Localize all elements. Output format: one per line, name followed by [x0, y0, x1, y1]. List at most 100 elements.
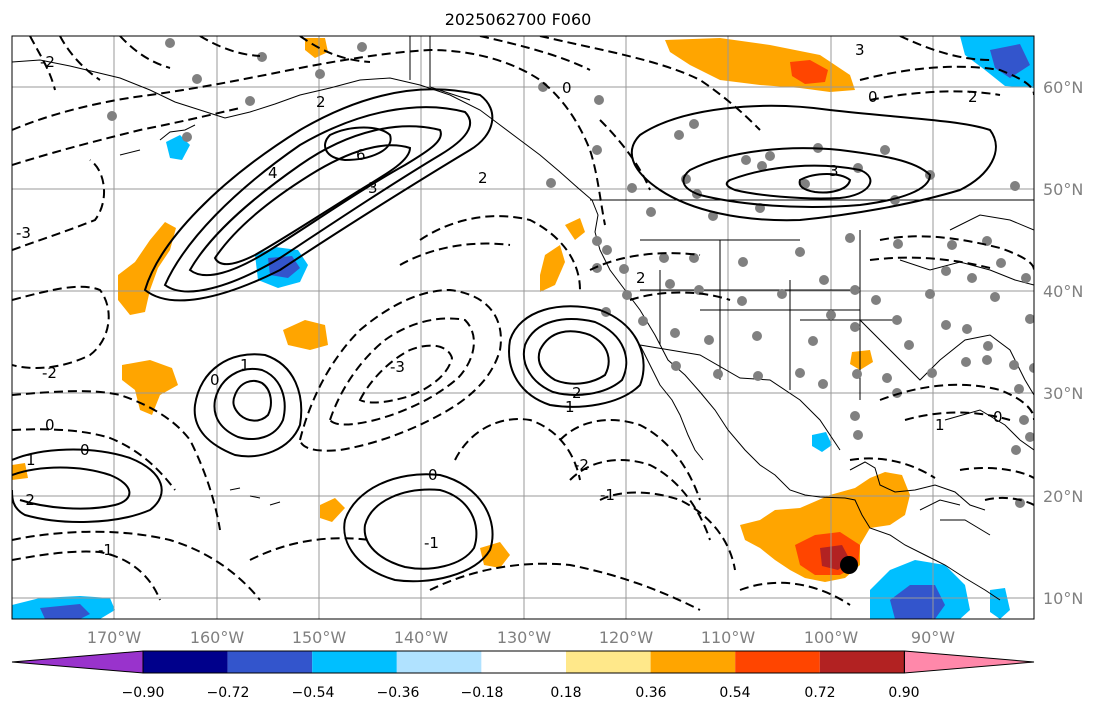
fill-negative: [990, 588, 1010, 619]
contour-label: 0: [562, 79, 572, 97]
contour-label: -1: [98, 541, 113, 559]
contour-label: 2: [316, 93, 326, 111]
contour-label: -3: [390, 358, 405, 376]
colorbar-segment: [566, 651, 651, 673]
contour-label: 0: [428, 466, 438, 484]
lat-label: 20°N: [1043, 487, 1083, 506]
colorbar-tick: 0.36: [635, 685, 666, 701]
contour-label: -1: [424, 534, 439, 552]
contour-label: 2: [572, 384, 582, 402]
contour-label: 1: [935, 416, 945, 434]
lon-label: 150°W: [292, 628, 347, 647]
colorbar-segment: [227, 651, 313, 673]
colorbar-frame: [142, 650, 905, 674]
contour-label: 1: [565, 398, 575, 416]
contour-label: 3: [829, 162, 839, 180]
lon-label: 140°W: [394, 628, 449, 647]
contour-label: 0: [210, 371, 220, 389]
longitude-labels: 170°W 160°W 150°W 140°W 130°W 120°W 110°…: [87, 628, 955, 647]
fill-negative: [166, 135, 190, 160]
contour-label: -2: [40, 53, 55, 71]
colorbar-extend-min: [11, 650, 144, 674]
coastlines: [12, 36, 1034, 601]
station-markers: [107, 38, 1034, 508]
contour-label: -2: [42, 364, 57, 382]
fill-positive: [480, 542, 510, 568]
fill-negative-strong: [890, 585, 945, 619]
latitude-labels: 60°N 50°N 40°N 30°N 20°N 10°N: [1043, 78, 1083, 608]
colorbar-segment: [312, 651, 397, 673]
contour-label: 0: [80, 441, 90, 459]
fill-positive-strong: [790, 60, 828, 84]
fill-positive: [305, 38, 328, 58]
fill-negative: [812, 432, 832, 452]
contour-label: -2: [574, 456, 589, 474]
map-frame: [11, 35, 1035, 620]
colorbar-extend-max: [903, 650, 1035, 674]
contour-label: 2: [968, 88, 978, 106]
contour-label: 3: [368, 179, 378, 197]
fill-positive: [118, 222, 176, 315]
lon-label: 170°W: [87, 628, 142, 647]
contour-label: 2: [478, 169, 488, 187]
lon-label: 160°W: [190, 628, 245, 647]
lat-label: 40°N: [1043, 282, 1083, 301]
colorbar-tick: −0.36: [377, 685, 420, 701]
lon-label: 90°W: [911, 628, 955, 647]
colorbar-segment: [481, 651, 566, 673]
contour-label: 2: [636, 269, 646, 287]
contour-label: 3: [855, 41, 865, 59]
colorbar-segment: [650, 651, 736, 673]
contour-label: 1: [26, 451, 36, 469]
colorbar: −0.90 −0.72 −0.54 −0.36 −0.18 0.18 0.36 …: [11, 650, 1035, 701]
contours-solid: [12, 88, 997, 583]
marker-black: [840, 556, 858, 574]
fill-positive: [565, 218, 585, 240]
contour-label: 0: [45, 416, 55, 434]
contour-label: -3: [16, 224, 31, 242]
lon-label: 100°W: [804, 628, 859, 647]
contour-label: 0: [993, 408, 1003, 426]
colorbar-tick-labels: −0.90 −0.72 −0.54 −0.36 −0.18 0.18 0.36 …: [122, 685, 920, 701]
colorbar-tick: 0.54: [719, 685, 750, 701]
colorbar-segment: [396, 651, 482, 673]
lon-label: 130°W: [497, 628, 552, 647]
map-panel: -2 -2 -2 -2 -1 -1 -1 0 0 0 0 0 0 0 1 1 1…: [12, 36, 1034, 619]
fill-positive: [850, 350, 873, 370]
lon-label: 110°W: [701, 628, 756, 647]
fill-positive: [540, 245, 565, 292]
colorbar-tick: −0.54: [292, 685, 335, 701]
colorbar-tick: −0.90: [122, 685, 165, 701]
lat-label: 30°N: [1043, 384, 1083, 403]
colorbar-tick: −0.18: [461, 685, 504, 701]
contour-label: 4: [268, 164, 278, 182]
colorbar-tick: 0.90: [888, 685, 919, 701]
graticule: [12, 36, 1034, 619]
fill-negative-strong: [40, 604, 90, 619]
fill-positive: [320, 498, 345, 522]
lon-label: 120°W: [599, 628, 654, 647]
contour-label: -1: [600, 486, 615, 504]
colorbar-tick: 0.72: [804, 685, 835, 701]
map-title: 2025062700 F060: [444, 10, 592, 29]
lat-label: 60°N: [1043, 78, 1083, 97]
fill-positive: [283, 320, 328, 350]
contour-labels: -2 -2 -2 -2 -1 -1 -1 0 0 0 0 0 0 0 1 1 1…: [16, 41, 1003, 559]
colorbar-segment: [819, 651, 905, 673]
contour-label: 0: [868, 88, 878, 106]
contour-label: -2: [20, 491, 35, 509]
fill-positive: [740, 472, 910, 582]
contour-label: 6: [356, 146, 366, 164]
lat-label: 10°N: [1043, 589, 1083, 608]
colorbar-tick: −0.72: [207, 685, 250, 701]
contour-label: 1: [240, 356, 250, 374]
fill-positive: [122, 360, 178, 415]
colorbar-segment: [735, 651, 820, 673]
colorbar-segments: [11, 650, 1035, 674]
anomaly-fills: [12, 36, 1034, 619]
colorbar-segment: [143, 651, 228, 673]
lat-label: 50°N: [1043, 180, 1083, 199]
colorbar-tick: 0.18: [550, 685, 581, 701]
contours-dashed: [12, 36, 1034, 611]
